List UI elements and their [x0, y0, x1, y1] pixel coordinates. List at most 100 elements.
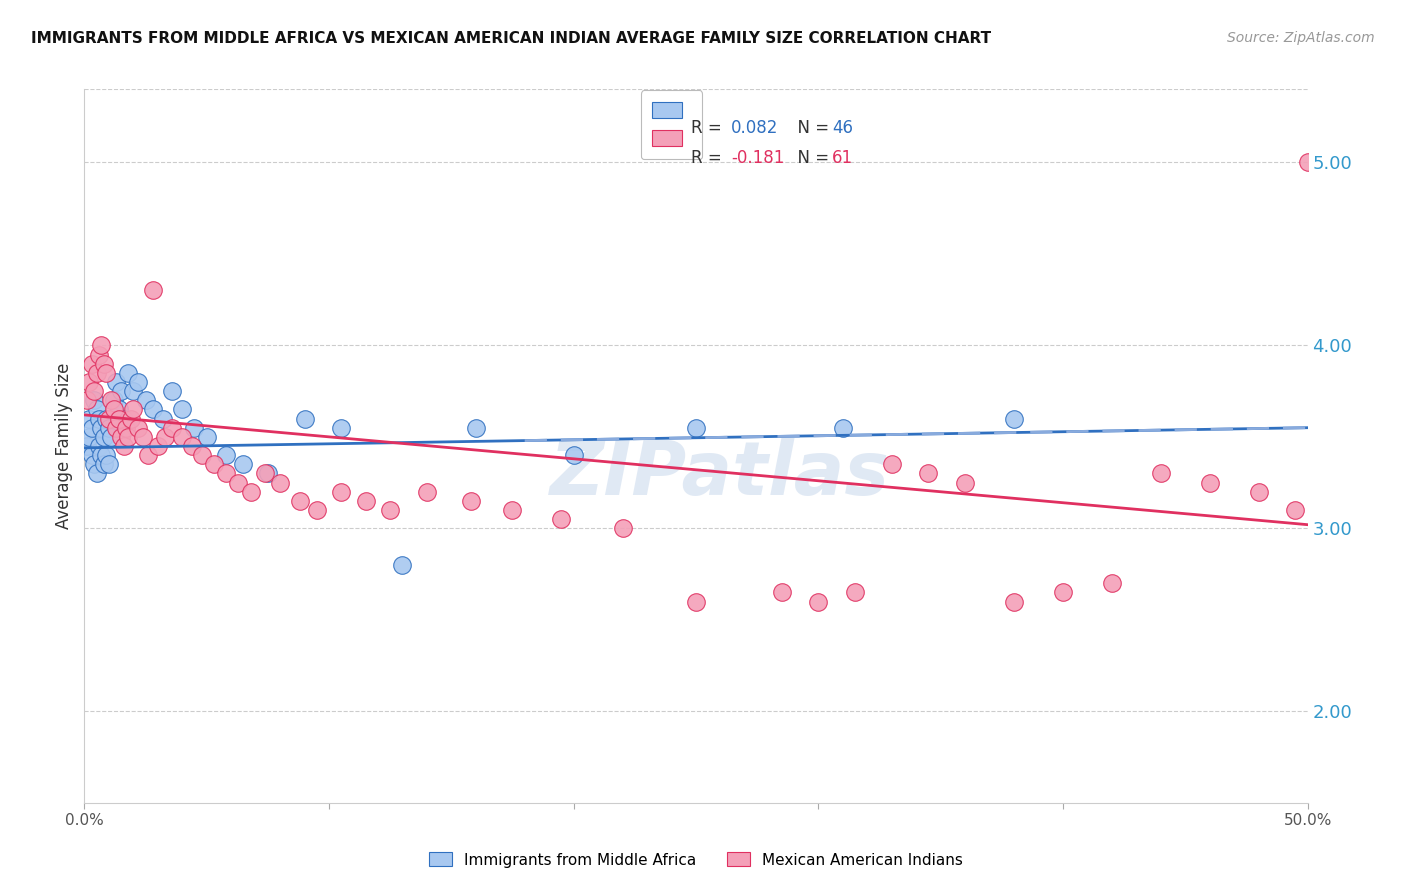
Point	[288, 494, 311, 508]
Point	[685, 594, 707, 608]
Point	[103, 393, 125, 408]
Point	[117, 366, 139, 380]
Point	[191, 448, 214, 462]
Point	[90, 448, 112, 462]
Point	[96, 448, 118, 462]
Point	[172, 430, 194, 444]
Point	[107, 411, 129, 425]
Point	[97, 411, 120, 425]
Point	[807, 594, 830, 608]
Point	[1247, 484, 1270, 499]
Point	[77, 375, 100, 389]
Point	[239, 484, 262, 499]
Text: 46: 46	[832, 119, 853, 136]
Point	[100, 430, 122, 444]
Point	[1101, 576, 1123, 591]
Text: N =: N =	[787, 149, 834, 167]
Point	[96, 366, 118, 380]
Point	[416, 484, 439, 499]
Point	[330, 484, 353, 499]
Point	[380, 503, 402, 517]
Point	[305, 503, 328, 517]
Point	[1284, 503, 1306, 517]
Y-axis label: Average Family Size: Average Family Size	[55, 363, 73, 529]
Text: 0.082: 0.082	[731, 119, 778, 136]
Point	[87, 439, 110, 453]
Point	[142, 284, 165, 298]
Point	[1052, 585, 1074, 599]
Point	[117, 430, 139, 444]
Point	[87, 411, 110, 425]
Point	[215, 448, 238, 462]
Point	[330, 420, 353, 434]
Point	[1198, 475, 1220, 490]
Point	[86, 402, 108, 417]
Point	[146, 439, 169, 453]
Point	[86, 366, 108, 380]
Point	[87, 347, 110, 361]
Point	[127, 420, 149, 434]
Point	[100, 393, 122, 408]
Point	[107, 402, 129, 417]
Point	[254, 467, 277, 481]
Point	[80, 448, 103, 462]
Text: R =: R =	[692, 149, 727, 167]
Text: IMMIGRANTS FROM MIDDLE AFRICA VS MEXICAN AMERICAN INDIAN AVERAGE FAMILY SIZE COR: IMMIGRANTS FROM MIDDLE AFRICA VS MEXICAN…	[31, 31, 991, 46]
Point	[103, 402, 125, 417]
Point	[110, 384, 132, 398]
Point	[122, 402, 145, 417]
Point	[80, 357, 103, 371]
Point	[97, 420, 120, 434]
Point	[685, 420, 707, 434]
Point	[269, 475, 291, 490]
Point	[76, 439, 98, 453]
Point	[612, 521, 634, 535]
Point	[90, 338, 112, 352]
Point	[105, 420, 128, 434]
Point	[152, 411, 174, 425]
Point	[1296, 155, 1319, 169]
Point	[202, 458, 225, 472]
Point	[562, 448, 585, 462]
Point	[232, 458, 254, 472]
Point	[105, 375, 128, 389]
Point	[228, 475, 250, 490]
Point	[354, 494, 377, 508]
Point	[183, 420, 205, 434]
Point	[93, 430, 115, 444]
Point	[1002, 411, 1025, 425]
Point	[917, 467, 939, 481]
Point	[142, 402, 165, 417]
Point	[172, 402, 194, 417]
Point	[132, 430, 155, 444]
Text: Source: ZipAtlas.com: Source: ZipAtlas.com	[1227, 31, 1375, 45]
Text: ZIPatlas: ZIPatlas	[550, 438, 890, 511]
Point	[112, 439, 135, 453]
Point	[96, 411, 118, 425]
Point	[93, 458, 115, 472]
Point	[112, 411, 135, 425]
Point	[460, 494, 482, 508]
Point	[1150, 467, 1173, 481]
Point	[136, 448, 159, 462]
Text: -0.181: -0.181	[731, 149, 785, 167]
Point	[831, 420, 853, 434]
Point	[391, 558, 413, 572]
Point	[953, 475, 976, 490]
Point	[162, 384, 184, 398]
Point	[135, 393, 157, 408]
Point	[90, 420, 112, 434]
Text: N =: N =	[787, 119, 834, 136]
Point	[770, 585, 793, 599]
Point	[83, 393, 105, 408]
Point	[880, 458, 903, 472]
Point	[80, 420, 103, 434]
Point	[77, 430, 100, 444]
Point	[1002, 594, 1025, 608]
Point	[93, 357, 115, 371]
Point	[77, 411, 100, 425]
Point	[464, 420, 486, 434]
Point	[502, 503, 524, 517]
Point	[844, 585, 866, 599]
Point	[115, 420, 138, 434]
